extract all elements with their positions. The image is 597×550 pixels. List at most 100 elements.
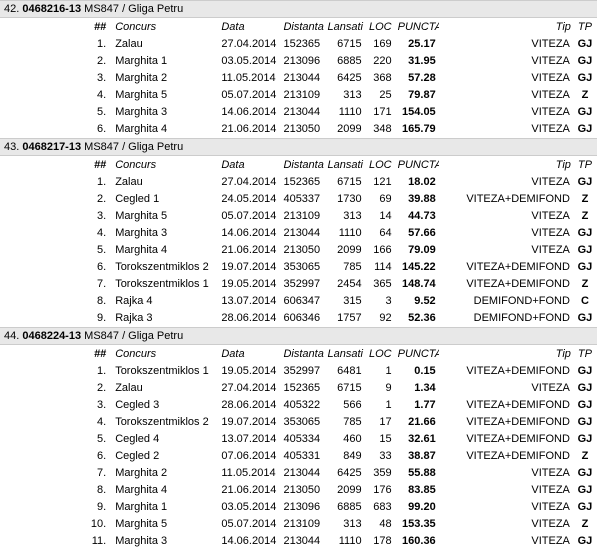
cell-loc: 348 [365, 121, 395, 138]
cell-distanta: 213044 [280, 533, 324, 550]
col-tip: Tip [439, 18, 573, 36]
cell-data: 24.05.2014 [218, 191, 280, 208]
cell-num: 7. [0, 276, 112, 293]
results-table: ##ConcursDataDistantaLansatiLOCPUNCTAJTi… [0, 156, 597, 327]
result-row: 5.Marghita 421.06.2014213050209916679.09… [0, 242, 597, 259]
group-header: 44. 0468224-13 MS847 / Gliga Petru [0, 327, 597, 345]
cell-num: 4. [0, 414, 112, 431]
cell-loc: 9 [365, 380, 395, 397]
cell-num: 6. [0, 448, 112, 465]
cell-num: 1. [0, 363, 112, 380]
cell-concurs: Torokszentmiklos 2 [112, 259, 218, 276]
cell-loc: 33 [365, 448, 395, 465]
cell-distanta: 353065 [280, 259, 324, 276]
result-row: 9.Rajka 328.06.201460634617579252.36DEMI… [0, 310, 597, 327]
cell-distanta: 213044 [280, 465, 324, 482]
group-ring: 0468224-13 [22, 330, 81, 342]
cell-num: 7. [0, 465, 112, 482]
cell-lansati: 2099 [325, 121, 365, 138]
cell-concurs: Marghita 2 [112, 465, 218, 482]
col-concurs: Concurs [112, 345, 218, 363]
cell-loc: 92 [365, 310, 395, 327]
result-row: 3.Marghita 505.07.20142131093131444.73VI… [0, 208, 597, 225]
cell-concurs: Marghita 2 [112, 70, 218, 87]
cell-loc: 17 [365, 414, 395, 431]
col-loc: LOC [365, 156, 395, 174]
result-row: 8.Marghita 421.06.2014213050209917683.85… [0, 482, 597, 499]
cell-lansati: 1757 [325, 310, 365, 327]
cell-loc: 166 [365, 242, 395, 259]
result-row: 5.Marghita 314.06.20142130441110171154.0… [0, 104, 597, 121]
cell-tip: VITEZA [439, 499, 573, 516]
cell-tip: VITEZA [439, 482, 573, 499]
cell-tip: VITEZA+DEMIFOND [439, 397, 573, 414]
cell-loc: 220 [365, 53, 395, 70]
cell-loc: 178 [365, 533, 395, 550]
cell-num: 9. [0, 310, 112, 327]
cell-concurs: Cegled 1 [112, 191, 218, 208]
cell-punctaj: 79.09 [395, 242, 439, 259]
col-punctaj: PUNCTAJ [395, 345, 439, 363]
cell-tp: GJ [573, 310, 597, 327]
cell-lansati: 6425 [325, 70, 365, 87]
cell-tp: GJ [573, 414, 597, 431]
cell-tp: GJ [573, 70, 597, 87]
cell-lansati: 1110 [325, 533, 365, 550]
cell-loc: 15 [365, 431, 395, 448]
cell-data: 14.06.2014 [218, 104, 280, 121]
result-row: 2.Marghita 103.05.2014213096688522031.95… [0, 53, 597, 70]
cell-punctaj: 160.36 [395, 533, 439, 550]
cell-punctaj: 31.95 [395, 53, 439, 70]
cell-distanta: 606346 [280, 310, 324, 327]
cell-tp: GJ [573, 465, 597, 482]
cell-distanta: 352997 [280, 276, 324, 293]
cell-tp: Z [573, 191, 597, 208]
group-rank: 43. [4, 141, 19, 153]
col-concurs: Concurs [112, 156, 218, 174]
cell-data: 28.06.2014 [218, 397, 280, 414]
cell-data: 14.06.2014 [218, 533, 280, 550]
cell-tp: C [573, 293, 597, 310]
cell-tip: VITEZA+DEMIFOND [439, 431, 573, 448]
cell-num: 3. [0, 208, 112, 225]
cell-distanta: 213050 [280, 121, 324, 138]
cell-num: 1. [0, 36, 112, 53]
cell-concurs: Marghita 3 [112, 104, 218, 121]
cell-loc: 114 [365, 259, 395, 276]
result-row: 4.Torokszentmiklos 219.07.20143530657851… [0, 414, 597, 431]
col-lansati: Lansati [325, 156, 365, 174]
cell-tip: VITEZA [439, 70, 573, 87]
cell-tp: GJ [573, 431, 597, 448]
cell-concurs: Marghita 4 [112, 121, 218, 138]
cell-num: 2. [0, 53, 112, 70]
cell-tp: GJ [573, 397, 597, 414]
cell-data: 11.05.2014 [218, 70, 280, 87]
cell-concurs: Torokszentmiklos 1 [112, 276, 218, 293]
cell-tp: GJ [573, 121, 597, 138]
cell-tip: VITEZA [439, 104, 573, 121]
group-rank: 44. [4, 330, 19, 342]
cell-distanta: 213096 [280, 499, 324, 516]
cell-tip: VITEZA [439, 225, 573, 242]
col-tip: Tip [439, 345, 573, 363]
cell-concurs: Marghita 4 [112, 482, 218, 499]
cell-lansati: 6715 [325, 380, 365, 397]
cell-punctaj: 57.66 [395, 225, 439, 242]
cell-loc: 176 [365, 482, 395, 499]
cell-num: 2. [0, 191, 112, 208]
cell-tip: DEMIFOND+FOND [439, 310, 573, 327]
cell-punctaj: 148.74 [395, 276, 439, 293]
cell-tp: GJ [573, 36, 597, 53]
cell-loc: 64 [365, 225, 395, 242]
cell-tip: VITEZA [439, 380, 573, 397]
cell-tip: VITEZA [439, 465, 573, 482]
cell-concurs: Rajka 3 [112, 310, 218, 327]
cell-data: 27.04.2014 [218, 380, 280, 397]
cell-punctaj: 83.85 [395, 482, 439, 499]
cell-tip: VITEZA [439, 174, 573, 191]
cell-loc: 69 [365, 191, 395, 208]
cell-punctaj: 79.87 [395, 87, 439, 104]
cell-distanta: 606347 [280, 293, 324, 310]
cell-data: 28.06.2014 [218, 310, 280, 327]
cell-concurs: Marghita 1 [112, 53, 218, 70]
